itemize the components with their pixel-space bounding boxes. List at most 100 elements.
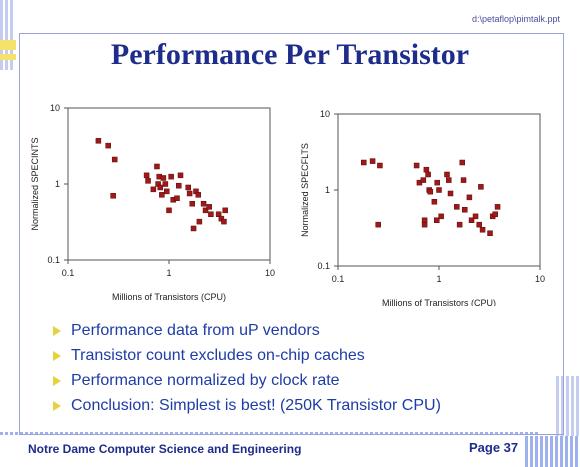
data-point — [468, 217, 475, 223]
bullet-arrow-icon — [53, 375, 61, 386]
specint-scatter-chart: 0.1 1 10 10 1 0.1 Millions of Transistors (CPU… — [30, 103, 275, 302]
slide-frame — [19, 33, 564, 435]
bullet-text: Performance data from uP vendors — [71, 321, 320, 339]
data-point — [438, 213, 444, 220]
data-point — [413, 162, 420, 169]
x-tick-label: 1 — [166, 268, 171, 278]
data-point — [110, 193, 116, 199]
bullet-item: Performance normalized by clock rate — [53, 368, 441, 393]
data-point — [479, 226, 486, 233]
bullet-arrow-icon — [53, 400, 61, 411]
data-point — [427, 188, 434, 195]
footer-institution: Notre Dame Computer Science and Engineer… — [28, 442, 302, 456]
bullet-arrow-icon — [53, 325, 61, 336]
data-point — [476, 221, 482, 228]
data-point — [195, 192, 202, 198]
y-axis-label: Normalized SPECINTS — [30, 137, 40, 230]
data-point — [174, 195, 180, 201]
specflt-scatter-chart: 0.1 1 10 10 1 0.1 Millions of Transistors (CPU… — [300, 109, 545, 306]
y-tick-label: 1 — [325, 185, 330, 195]
data-point — [456, 221, 463, 228]
data-point — [459, 159, 466, 166]
data-point — [462, 206, 468, 213]
data-point — [154, 163, 160, 170]
data-point — [423, 166, 430, 173]
bullet-item: Performance data from uP vendors — [53, 318, 441, 343]
data-point — [186, 190, 193, 197]
data-point — [454, 204, 460, 210]
data-point — [425, 171, 431, 178]
data-point — [494, 204, 501, 210]
data-point — [478, 184, 484, 190]
decorative-bar-yellow-2 — [0, 54, 16, 60]
bullet-text: Performance normalized by clock rate — [71, 371, 340, 389]
data-point — [221, 218, 227, 225]
decorative-stripes-bottom — [0, 432, 540, 435]
data-point — [168, 173, 174, 180]
bullet-list: Performance data from uP vendors Transis… — [53, 318, 441, 418]
decorative-stripes-top-left — [0, 0, 14, 70]
data-point — [105, 142, 111, 149]
y-tick-label: 0.1 — [47, 255, 60, 265]
data-point — [196, 218, 203, 225]
data-point — [492, 211, 498, 217]
plot-frame — [67, 107, 271, 261]
x-axis-label: Millions of Transistors (CPU) — [382, 298, 496, 306]
bullet-text: Transistor count excludes on-chip caches — [71, 346, 365, 364]
data-point — [145, 178, 151, 184]
data-point — [447, 190, 454, 197]
data-point — [431, 199, 438, 205]
data-point — [166, 207, 172, 214]
x-tick-label: 10 — [535, 274, 545, 284]
y-tick-label: 1 — [55, 179, 60, 189]
data-point — [206, 204, 212, 210]
data-point — [157, 184, 164, 191]
data-point — [200, 200, 207, 207]
data-point — [160, 175, 167, 181]
data-point — [375, 221, 381, 228]
y-tick-label: 10 — [320, 109, 330, 119]
data-point — [164, 188, 170, 195]
slide-title: Performance Per Transistor — [110, 38, 470, 71]
data-point — [190, 225, 197, 232]
data-point — [434, 217, 440, 223]
file-path: d:\petaflop\pimtalk.ppt — [471, 14, 560, 24]
decorative-bar-yellow — [0, 40, 16, 50]
data-point — [162, 181, 169, 187]
data-point — [460, 177, 467, 183]
data-point — [434, 179, 440, 186]
bullet-item: Conclusion: Simplest is best! (250K Tran… — [53, 393, 441, 418]
data-point — [150, 186, 157, 193]
page-number: Page 37 — [469, 440, 519, 455]
data-point — [361, 159, 367, 166]
y-tick-label: 0.1 — [317, 261, 330, 271]
data-point — [202, 207, 209, 214]
data-point — [143, 172, 150, 179]
data-point — [208, 211, 214, 217]
data-point — [159, 192, 165, 198]
bullet-text: Conclusion: Simplest is best! (250K Tran… — [71, 396, 441, 414]
bullet-item: Transistor count excludes on-chip caches — [53, 343, 441, 368]
data-point — [436, 187, 442, 193]
x-axis-label: Millions of Transistors (CPU) — [112, 292, 226, 302]
x-tick-label: 1 — [436, 274, 441, 284]
data-point — [444, 171, 450, 178]
data-point — [420, 177, 427, 183]
data-point — [185, 184, 191, 191]
x-tick-label: 0.1 — [332, 274, 345, 284]
data-point — [189, 200, 196, 207]
data-point — [176, 182, 182, 189]
decorative-stripes-bottom-right — [525, 436, 580, 467]
data-point — [421, 217, 428, 223]
data-point — [446, 177, 452, 183]
bullet-arrow-icon — [53, 350, 61, 361]
data-point — [377, 162, 383, 169]
data-point — [177, 172, 184, 179]
y-axis-label: Normalized SPECFLTS — [300, 143, 310, 237]
y-tick-label: 10 — [50, 103, 60, 113]
data-point — [95, 138, 102, 144]
x-tick-label: 10 — [265, 268, 275, 278]
data-point — [222, 207, 228, 214]
data-point — [487, 230, 493, 236]
x-tick-label: 0.1 — [62, 268, 75, 278]
